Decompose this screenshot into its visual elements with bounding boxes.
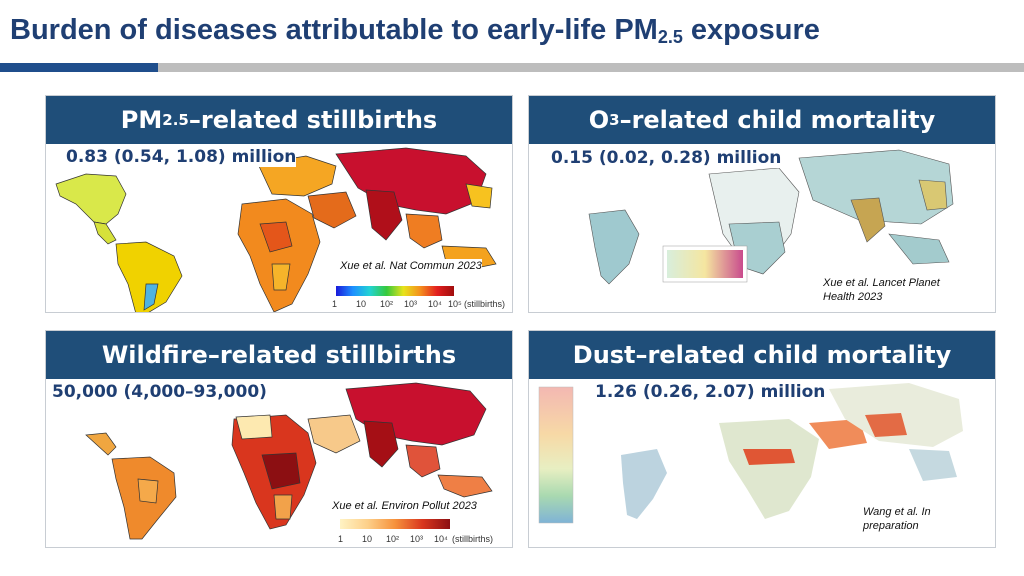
wildfire-tick: 10³	[410, 534, 424, 544]
wildfire-tick: 10⁴	[434, 534, 448, 544]
panel-pm25-title-end: –related stillbirths	[188, 106, 438, 134]
panel-pm25-stillbirths: PM 2.5 –related stillbirths 0.83 (0.54, 1.…	[45, 95, 513, 313]
wildfire-scale-ticks: 1 10 10² 10³ 10⁴ (stillbirths)	[338, 534, 493, 544]
panel-o3-title-main: O	[588, 106, 610, 134]
pm25-colorbar	[336, 286, 454, 296]
panel-wildfire-stillbirths: Wildfire–related stillbirths 50,000 (4,0…	[45, 330, 513, 548]
panel-pm25-title-main: PM	[120, 106, 163, 134]
panel-o3-citation-line1: Xue et al. Lancet Planet	[823, 277, 940, 289]
wildfire-scale-unit: (stillbirths)	[452, 534, 494, 544]
title-rule-accent	[0, 63, 158, 72]
pm25-tick: 10⁵	[448, 299, 462, 309]
panel-dust-citation-line2: preparation	[863, 520, 919, 532]
panel-pm25-title-subscript: 2.5	[162, 111, 189, 129]
panel-o3-citation: Xue et al. Lancet Planet Health 2023	[823, 276, 940, 304]
panel-o3-estimate: 0.15 (0.02, 0.28) million	[551, 148, 782, 168]
pm25-tick: 10²	[380, 299, 394, 309]
panel-o3-title-end: –related child mortality	[619, 106, 936, 134]
panel-wildfire-estimate: 50,000 (4,000–93,000)	[52, 382, 267, 402]
panel-dust-citation-line1: Wang et al. In	[863, 506, 931, 518]
slide-title-end: exposure	[682, 14, 820, 46]
pm25-tick: 10	[356, 299, 367, 309]
dust-mortality-map	[538, 383, 963, 524]
panel-dust-citation: Wang et al. In preparation	[863, 505, 931, 533]
panel-dust-title: Dust–related child mortality	[529, 331, 995, 379]
panel-pm25-citation: Xue et al. Nat Commun 2023	[340, 259, 482, 273]
pm25-tick: 10³	[404, 299, 418, 309]
wildfire-colorbar	[340, 519, 450, 529]
wildfire-tick: 1	[338, 534, 344, 544]
title-rule	[158, 63, 1024, 72]
pm25-scale-ticks: 1 10 10² 10³ 10⁴ 10⁵ (stillbirths)	[332, 299, 505, 309]
panel-o3-citation-line2: Health 2023	[823, 291, 883, 303]
panel-wildfire-citation: Xue et al. Environ Pollut 2023	[332, 499, 477, 513]
panel-o3-title-subscript: 3	[609, 111, 620, 129]
slide-title-main: Burden of diseases attributable to early…	[10, 14, 658, 46]
panel-pm25-title: PM 2.5 –related stillbirths	[46, 96, 512, 144]
panel-dust-estimate: 1.26 (0.26, 2.07) million	[595, 382, 826, 402]
wildfire-stillbirth-map	[85, 382, 493, 540]
pm25-tick: 10⁴	[428, 299, 442, 309]
wildfire-tick: 10	[362, 534, 373, 544]
panel-o3-mortality: O 3 –related child mortality 0.15 (0.02, 0…	[528, 95, 996, 313]
panel-o3-title: O 3 –related child mortality	[529, 96, 995, 144]
pm25-tick: 1	[332, 299, 338, 309]
panel-pm25-estimate: 0.83 (0.54, 1.08) million	[66, 147, 297, 167]
o3-mortality-map	[588, 149, 954, 285]
slide-title: Burden of diseases attributable to early…	[10, 14, 820, 48]
panel-wildfire-title: Wildfire–related stillbirths	[46, 331, 512, 379]
wildfire-tick: 10²	[386, 534, 400, 544]
pm25-scale-unit: (stillbirths)	[464, 299, 506, 309]
slide-title-subscript: 2.5	[657, 27, 683, 47]
panel-dust-mortality: Dust–related child mortality 1.26 (0.26,…	[528, 330, 996, 548]
